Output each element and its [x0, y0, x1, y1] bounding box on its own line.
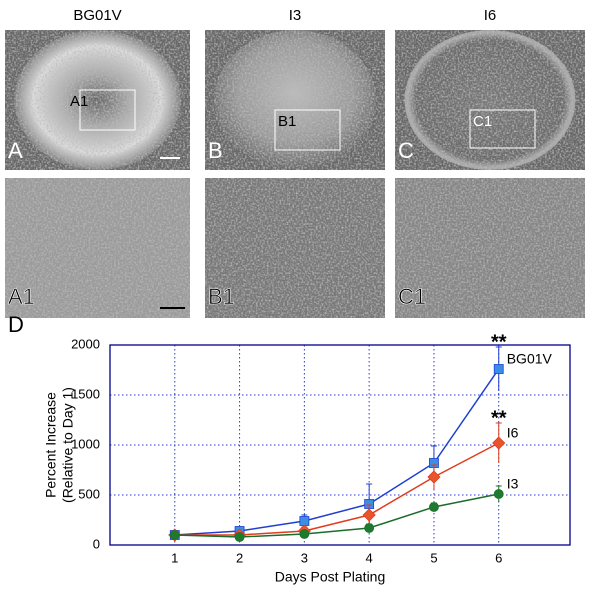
marker — [169, 530, 180, 540]
y-tick-label: 1000 — [71, 436, 100, 451]
inset-box — [469, 109, 536, 149]
marker — [493, 489, 504, 499]
marker — [234, 532, 245, 542]
panel-label: B — [208, 138, 223, 163]
y-tick-label: 1500 — [71, 386, 100, 401]
x-tick-label: 2 — [236, 550, 243, 565]
inset-box — [274, 109, 341, 151]
x-tick-label: 3 — [301, 550, 308, 565]
texture — [205, 30, 385, 170]
marker — [299, 516, 310, 526]
x-tick-label: 4 — [366, 550, 373, 565]
texture — [5, 30, 190, 170]
marker — [299, 529, 310, 539]
panel-label: A — [8, 138, 23, 163]
series-label: BG01V — [507, 351, 553, 367]
column-title: BG01V — [73, 7, 121, 24]
axes-frame — [109, 344, 571, 546]
panel-label: C — [398, 138, 414, 163]
y-tick-label: 500 — [78, 486, 100, 501]
y-tick-label: 2000 — [71, 336, 100, 351]
marker — [362, 508, 376, 522]
marker — [429, 502, 439, 512]
series-line — [174, 368, 500, 536]
column-title: I6 — [484, 7, 497, 24]
detail-label: A1 — [8, 284, 35, 309]
series-label: I3 — [507, 476, 519, 492]
series-line — [174, 442, 500, 536]
y-tick-label: 0 — [93, 536, 100, 551]
series-line — [174, 493, 499, 538]
x-tick-label: 5 — [430, 550, 437, 565]
inset-label: B1 — [278, 113, 296, 130]
series-label: I6 — [507, 425, 519, 441]
marker — [493, 364, 504, 374]
detail-label: C1 — [398, 284, 426, 309]
detail-label: B1 — [208, 284, 235, 309]
marker — [492, 436, 506, 450]
inset-box — [79, 89, 136, 131]
inset-label: A1 — [70, 93, 88, 110]
texture — [205, 178, 385, 318]
chart-label: D — [8, 312, 24, 337]
chart: 0 500 1000 1500 2000 1 2 3 4 5 6 Days Post Plating P… — [43, 331, 571, 585]
micrographs: BG01V A1 A A1 I3 B1 B B1 I6 C1 C C1 D — [5, 7, 585, 337]
marker — [427, 470, 441, 484]
x-axis-label: Days Post Plating — [275, 569, 386, 585]
annotation: ** — [491, 407, 507, 429]
inset-label: C1 — [473, 113, 492, 130]
column-title: I3 — [289, 7, 302, 24]
texture — [5, 178, 190, 318]
marker — [364, 523, 375, 533]
x-tick-label: 1 — [171, 550, 178, 565]
y-axis-label: (Relative to Day 1) — [60, 387, 76, 503]
annotation: ** — [491, 331, 507, 353]
texture — [395, 178, 585, 318]
texture — [395, 30, 585, 170]
x-tick-label: 6 — [495, 550, 502, 565]
y-axis-label: Percent Increase — [43, 392, 59, 498]
